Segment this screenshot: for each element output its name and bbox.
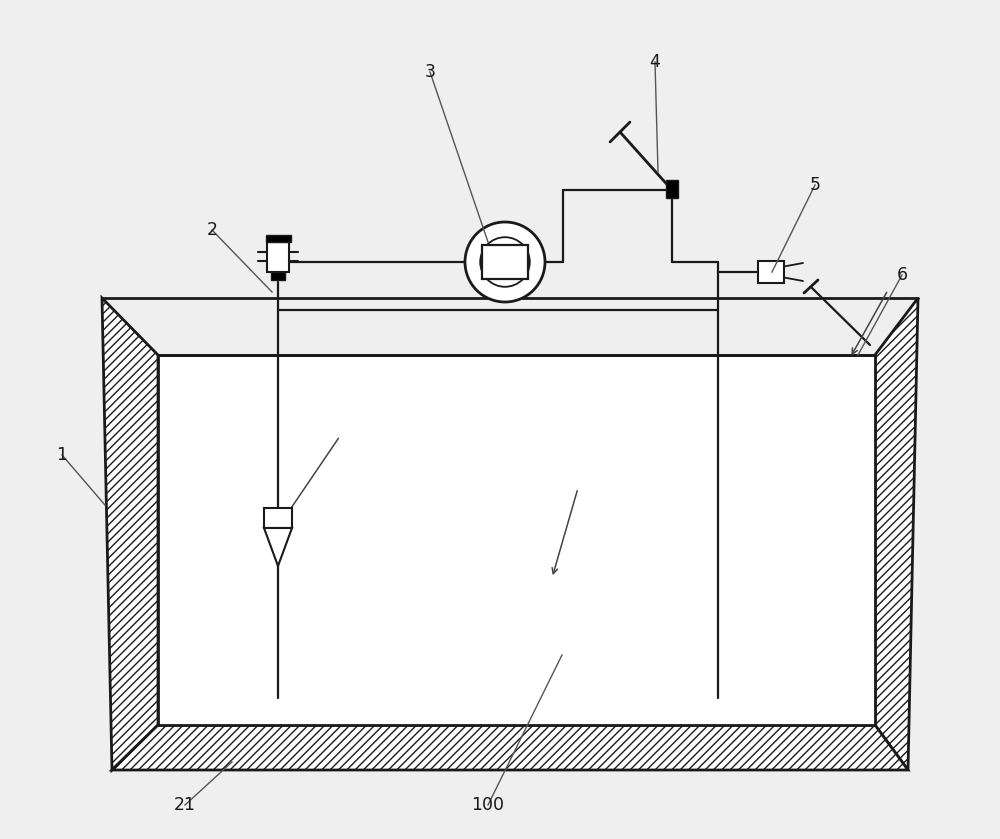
Text: 1: 1 (57, 446, 68, 464)
Polygon shape (875, 298, 918, 770)
Polygon shape (102, 298, 158, 770)
Circle shape (465, 222, 545, 302)
Bar (758, 261, 784, 283)
Text: 6: 6 (896, 266, 908, 284)
Polygon shape (264, 528, 292, 566)
Circle shape (480, 237, 530, 287)
Bar (264, 508, 292, 528)
Bar (267, 242, 289, 272)
Bar (482, 245, 528, 279)
Bar (271, 272, 285, 280)
Polygon shape (112, 725, 908, 770)
Text: 5: 5 (810, 176, 820, 194)
Text: 2: 2 (207, 221, 218, 239)
Text: 4: 4 (650, 53, 660, 71)
Bar (266, 235, 291, 242)
Text: 3: 3 (425, 63, 436, 81)
Text: 100: 100 (472, 796, 505, 814)
Text: 21: 21 (174, 796, 196, 814)
Bar (158, 355, 875, 725)
Bar (666, 180, 678, 198)
